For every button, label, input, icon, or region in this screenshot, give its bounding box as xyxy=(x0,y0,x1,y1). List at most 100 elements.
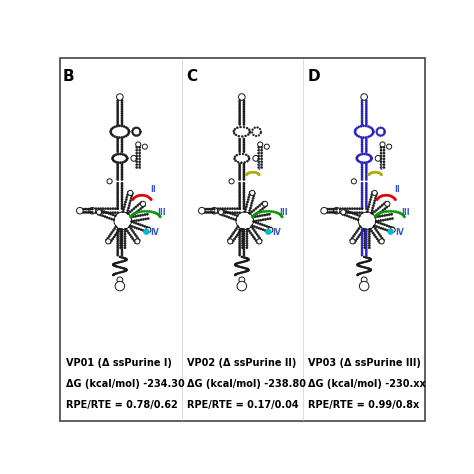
Circle shape xyxy=(121,119,123,122)
Circle shape xyxy=(146,195,149,198)
Circle shape xyxy=(241,242,244,244)
Circle shape xyxy=(117,211,119,214)
Circle shape xyxy=(365,236,367,238)
Circle shape xyxy=(117,240,119,242)
Circle shape xyxy=(375,229,378,232)
Circle shape xyxy=(368,240,370,242)
Circle shape xyxy=(115,154,117,155)
Circle shape xyxy=(238,208,241,210)
Circle shape xyxy=(376,199,378,201)
Circle shape xyxy=(326,211,328,213)
Circle shape xyxy=(361,112,363,115)
Circle shape xyxy=(236,208,238,210)
Circle shape xyxy=(138,166,141,169)
Circle shape xyxy=(376,226,378,228)
Circle shape xyxy=(234,156,236,158)
Circle shape xyxy=(359,161,362,163)
Circle shape xyxy=(257,149,260,151)
Circle shape xyxy=(379,212,381,214)
Circle shape xyxy=(117,193,119,195)
Circle shape xyxy=(114,211,117,214)
Circle shape xyxy=(243,232,245,235)
Circle shape xyxy=(239,126,242,128)
Circle shape xyxy=(243,246,245,248)
Circle shape xyxy=(377,197,379,200)
Circle shape xyxy=(131,220,133,222)
Circle shape xyxy=(246,231,248,233)
Circle shape xyxy=(121,168,123,170)
Circle shape xyxy=(104,216,106,218)
Circle shape xyxy=(374,236,377,238)
Circle shape xyxy=(255,208,257,210)
Circle shape xyxy=(228,239,229,241)
Circle shape xyxy=(365,201,367,202)
Circle shape xyxy=(332,211,334,213)
Circle shape xyxy=(265,204,267,207)
Circle shape xyxy=(246,268,248,270)
Circle shape xyxy=(377,240,380,242)
Circle shape xyxy=(241,136,243,137)
Circle shape xyxy=(138,161,141,163)
Circle shape xyxy=(255,220,257,222)
Circle shape xyxy=(117,182,119,184)
Circle shape xyxy=(125,259,127,261)
Circle shape xyxy=(138,128,140,130)
Circle shape xyxy=(246,246,248,249)
Circle shape xyxy=(281,216,283,218)
Circle shape xyxy=(126,157,128,159)
Circle shape xyxy=(117,103,119,105)
Circle shape xyxy=(135,127,137,128)
Circle shape xyxy=(238,119,241,122)
Circle shape xyxy=(370,258,372,260)
Circle shape xyxy=(88,211,90,213)
Circle shape xyxy=(124,231,126,233)
Circle shape xyxy=(126,196,128,198)
Circle shape xyxy=(392,227,394,229)
Circle shape xyxy=(117,272,118,274)
Circle shape xyxy=(210,208,212,210)
Circle shape xyxy=(121,101,123,104)
Circle shape xyxy=(129,225,131,227)
Circle shape xyxy=(134,233,136,236)
Circle shape xyxy=(370,269,372,271)
Circle shape xyxy=(384,131,386,133)
Circle shape xyxy=(136,211,138,213)
Circle shape xyxy=(361,107,363,109)
Circle shape xyxy=(361,175,363,177)
Circle shape xyxy=(259,237,261,239)
Circle shape xyxy=(121,244,123,246)
Circle shape xyxy=(238,94,245,100)
Circle shape xyxy=(377,221,379,224)
Circle shape xyxy=(368,173,371,175)
Circle shape xyxy=(117,199,119,201)
Circle shape xyxy=(231,208,234,210)
Circle shape xyxy=(238,107,241,109)
FancyBboxPatch shape xyxy=(60,58,426,421)
Circle shape xyxy=(246,237,248,240)
Circle shape xyxy=(238,145,241,147)
Circle shape xyxy=(125,135,127,137)
Circle shape xyxy=(139,131,141,133)
Circle shape xyxy=(228,216,230,219)
Circle shape xyxy=(131,192,134,194)
Circle shape xyxy=(238,184,241,186)
Circle shape xyxy=(118,272,120,274)
Circle shape xyxy=(380,211,382,213)
Circle shape xyxy=(121,190,123,191)
Circle shape xyxy=(117,242,119,245)
Circle shape xyxy=(383,164,385,166)
Circle shape xyxy=(375,220,377,222)
Circle shape xyxy=(242,267,244,269)
Circle shape xyxy=(133,231,135,234)
Circle shape xyxy=(121,114,123,117)
Circle shape xyxy=(124,240,126,242)
Circle shape xyxy=(138,134,140,136)
Circle shape xyxy=(119,231,122,233)
Circle shape xyxy=(246,203,248,206)
Circle shape xyxy=(252,216,254,218)
Circle shape xyxy=(361,142,363,144)
Circle shape xyxy=(113,236,115,238)
Circle shape xyxy=(126,157,128,159)
Circle shape xyxy=(238,195,241,197)
Circle shape xyxy=(364,245,366,246)
